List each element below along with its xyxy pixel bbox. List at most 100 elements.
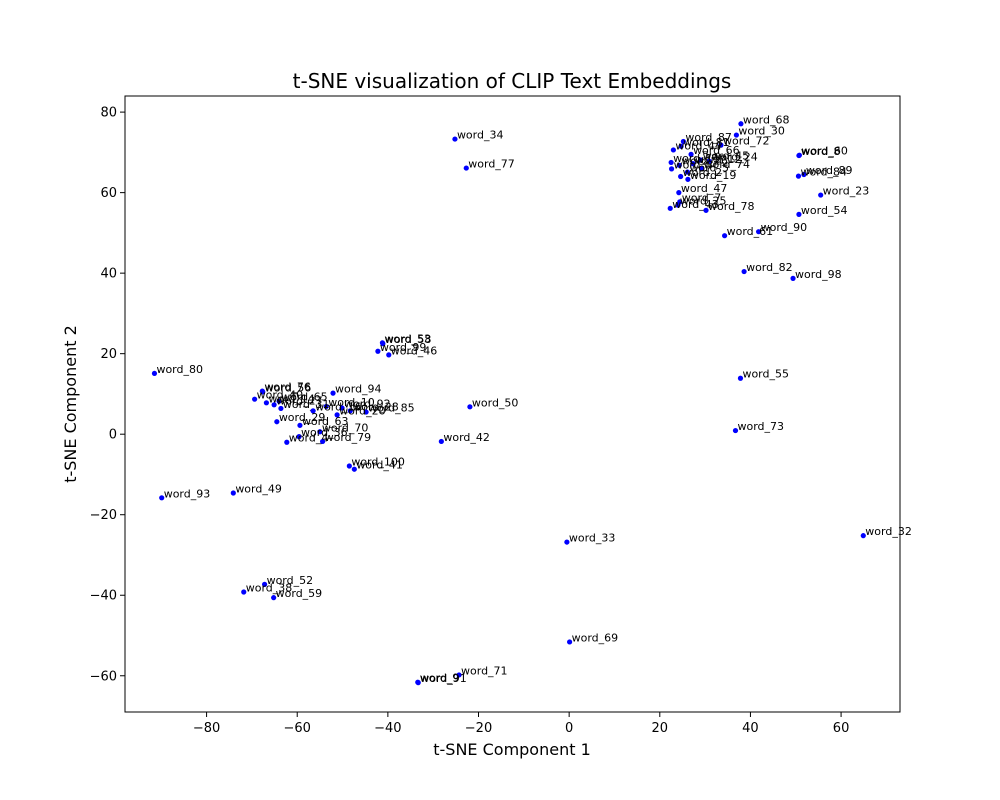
data-point (564, 539, 570, 545)
point-label: word_16 (315, 400, 362, 413)
x-tick-label: 20 (652, 721, 669, 736)
point-label: word_40 (257, 389, 304, 402)
point-label: word_65 (281, 391, 328, 404)
point-label: word_31 (283, 398, 330, 411)
point-label: word_70 (322, 421, 369, 434)
point-label: word_84 (800, 166, 847, 179)
data-point (732, 427, 739, 434)
x-tick-label: 60 (833, 721, 850, 736)
point-label: word_54 (801, 204, 848, 217)
y-tick-label: 60 (100, 186, 117, 201)
data-point (347, 408, 353, 414)
data-point (276, 398, 282, 404)
data-point (271, 595, 277, 601)
data-point (334, 412, 340, 418)
point-label: word_68 (743, 113, 790, 126)
data-point (463, 165, 469, 171)
data-point (737, 375, 744, 381)
point-label: word_5 (689, 162, 729, 175)
point-label: word_76 (264, 381, 311, 394)
data-point (278, 405, 284, 412)
point-label: word_42 (443, 431, 490, 444)
y-axis-label: t-SNE Component 2 (61, 325, 80, 483)
data-point (263, 400, 270, 406)
point-label: word_77 (468, 158, 515, 171)
point-label: word_30 (738, 125, 785, 138)
data-point (339, 405, 345, 411)
point-label: word_3 (674, 158, 714, 171)
data-point (668, 166, 675, 172)
data-point (252, 396, 258, 402)
data-point (351, 466, 357, 472)
data-point (676, 162, 682, 168)
chart-title: t-SNE visualization of CLIP Text Embeddi… (293, 69, 732, 93)
point-label: word_46 (391, 344, 438, 357)
point-label: word_99 (380, 341, 427, 354)
point-label: word_25 (680, 195, 727, 208)
data-point (722, 233, 728, 239)
data-point (796, 211, 802, 217)
point-label: word_12 (695, 153, 742, 166)
data-point (274, 419, 280, 425)
point-label: word_94 (335, 383, 382, 396)
point-label: word_79 (325, 431, 372, 444)
data-point (697, 157, 704, 163)
point-label: word_73 (737, 420, 784, 433)
axes-frame (124, 95, 901, 713)
point-label: word_69 (572, 631, 619, 644)
x-tick-label: −40 (374, 721, 401, 736)
point-label: word_53 (384, 332, 431, 345)
point-label: word_66 (693, 144, 740, 157)
x-axis-label: t-SNE Component 1 (433, 740, 591, 759)
point-label: word_34 (457, 129, 504, 142)
point-label: word_98 (795, 268, 842, 281)
point-label: word_26 (681, 155, 728, 168)
data-point (678, 143, 684, 149)
point-label: word_59 (276, 587, 323, 600)
data-point (323, 403, 329, 410)
data-point (415, 680, 421, 686)
point-label: word_89 (806, 164, 853, 177)
x-tick-label: −60 (284, 721, 311, 736)
point-label: word_2 (683, 166, 723, 179)
data-point (801, 171, 807, 178)
data-point (790, 275, 796, 281)
point-label: word_29 (279, 411, 326, 424)
point-label: word_90 (761, 221, 808, 234)
data-point (706, 158, 712, 164)
data-point (456, 672, 462, 678)
point-label: word_19 (690, 169, 737, 182)
data-point (675, 202, 681, 208)
data-point (310, 408, 316, 414)
data-point (738, 121, 744, 127)
point-label: word_87 (685, 131, 732, 144)
x-tick-label: −20 (465, 721, 492, 736)
point-label: word_100 (351, 456, 405, 469)
data-point (733, 132, 739, 138)
point-label: word_14 (268, 392, 315, 405)
point-label: word_10 (328, 396, 375, 409)
y-tick-label: 80 (100, 106, 117, 121)
data-point (230, 490, 236, 496)
data-point (860, 533, 866, 539)
point-label: word_38 (246, 582, 293, 595)
data-point (670, 147, 676, 153)
y-tick-label: 0 (109, 428, 117, 443)
data-point (271, 402, 277, 408)
y-tick-label: −20 (90, 508, 117, 523)
data-point (386, 352, 392, 358)
point-label: word_72 (723, 135, 770, 148)
point-label: word_58 (385, 333, 432, 346)
data-point (690, 161, 696, 167)
data-point (297, 422, 303, 428)
point-label: word_43 (672, 198, 719, 211)
point-label: word_50 (472, 396, 519, 409)
data-point (296, 434, 302, 440)
data-point (320, 438, 326, 445)
point-label: word_45 (703, 150, 750, 163)
data-point (380, 341, 386, 347)
data-point (317, 429, 323, 435)
point-label: word_24 (711, 151, 758, 164)
